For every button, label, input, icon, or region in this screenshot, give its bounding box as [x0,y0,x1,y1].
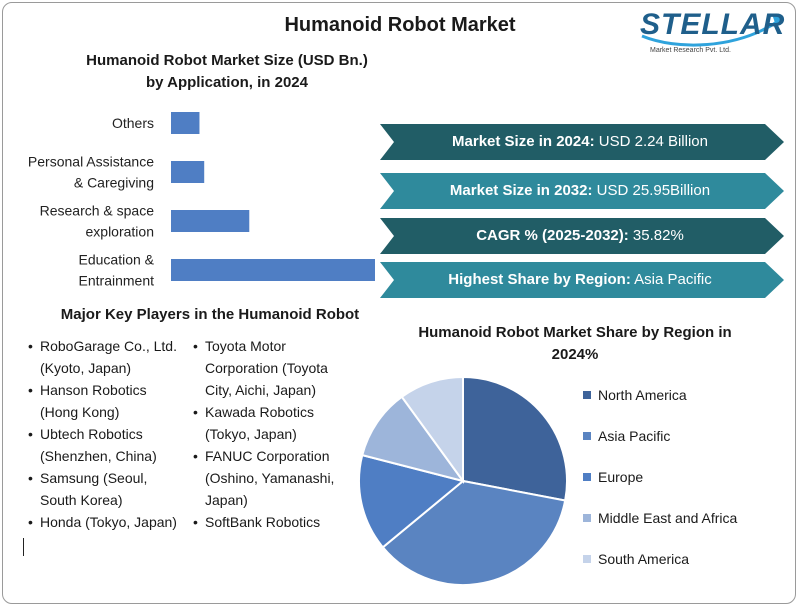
key-point-text: Market Size in 2024: USD 2.24 Billion [380,124,780,160]
pie-chart-title: Humanoid Robot Market Share by Region in… [395,322,755,366]
key-player-item: FANUC Corporation (Oshino, Yamanashi, Ja… [193,445,343,511]
pie-chart-title-line: Humanoid Robot Market Share by Region in [418,324,732,341]
legend-swatch [583,514,591,522]
key-point-value: USD 25.95Billion [592,182,711,199]
pie-slice-3 [361,395,466,483]
bar-category-label: Others [112,115,154,131]
key-point-banner: CAGR % (2025-2032): 35.82% [0,218,800,258]
key-point-banner: Market Size in 2024: USD 2.24 Billion [0,124,800,164]
pie-slice-2 [358,453,466,549]
key-point-banner: Highest Share by Region: Asia Pacific [0,262,800,302]
page-title: Humanoid Robot Market [284,14,516,36]
key-point-label: Highest Share by Region: [448,271,631,288]
arrow-banner-shape [380,124,784,160]
key-player-item: Samsung (Seoul, South Korea) [28,467,178,511]
legend-swatch [583,432,591,440]
bar-1 [171,161,205,183]
logo-wordmark: STELLAR [640,8,786,41]
legend-label: South America [598,551,690,567]
pie-chart-title-line: 2024% [551,346,599,363]
key-players-column-1: RoboGarage Co., Ltd. (Kyoto, Japan)Hanso… [28,335,178,533]
legend-item: Asia Pacific [583,426,737,467]
key-player-item: SoftBank Robotics [193,511,343,533]
legend-label: Europe [598,469,644,485]
key-player-item: Ubtech Robotics (Shenzhen, China) [28,423,178,467]
key-point-label: CAGR % (2025-2032): [476,227,629,244]
legend-swatch [583,555,591,563]
bar-2 [171,210,250,232]
key-player-item: Kawada Robotics (Tokyo, Japan) [193,401,343,445]
legend-item: South America [583,549,737,590]
legend-swatch [583,473,591,481]
legend-item: Middle East and Africa [583,508,737,549]
bar-chart-title-line: Humanoid Robot Market Size (USD Bn.) [86,52,368,69]
legend-label: Middle East and Africa [598,510,738,526]
key-point-label: Market Size in 2024: [452,133,595,150]
legend-swatch [583,391,591,399]
key-point-text: Highest Share by Region: Asia Pacific [380,262,780,298]
company-logo: STELLAR Market Research Pvt. Ltd. [636,6,786,62]
key-point-value: USD 2.24 Billion [594,133,708,150]
key-point-value: Asia Pacific [630,271,712,288]
pie-slice-1 [381,479,567,586]
bar-0 [171,112,200,134]
legend-label: North America [598,387,687,403]
bar-category-label: exploration [86,224,155,240]
bar-category-label: Entrainment [79,273,155,289]
legend-label: Asia Pacific [598,428,671,444]
arrow-banner-shape [380,262,784,298]
logo-swoosh-icon [641,14,784,47]
bar-category-label: Personal Assistance [28,154,154,170]
legend-item: North America [583,385,737,426]
bar-chart-title: Humanoid Robot Market Size (USD Bn.) by … [40,50,414,94]
key-players-column-2: Toyota Motor Corporation (Toyota City, A… [193,335,343,533]
key-player-item: Toyota Motor Corporation (Toyota City, A… [193,335,343,401]
pie-slice-0 [462,375,568,502]
key-point-value: 35.82% [628,227,684,244]
bar-category-label: Research & space [40,203,155,219]
key-player-item: RoboGarage Co., Ltd. (Kyoto, Japan) [28,335,178,379]
logo-tagline: Market Research Pvt. Ltd. [650,47,731,54]
region-pie-chart [358,375,568,586]
bar-3 [171,259,375,281]
pie-slice-4 [400,375,464,485]
key-point-label: Market Size in 2032: [449,182,593,199]
bar-chart-title-line: by Application, in 2024 [146,74,308,91]
pie-chart-legend: North America Asia Pacific Europe Middle Ea… [583,385,737,590]
text-cursor [23,538,24,556]
bar-category-label: & Caregiving [74,175,154,191]
key-point-text: Market Size in 2032: USD 25.95Billion [380,173,780,209]
arrow-banner-shape [380,218,784,254]
bar-category-label: Education & [79,252,155,268]
arrow-banner-shape [380,173,784,209]
key-player-item: Honda (Tokyo, Japan) [28,511,178,533]
legend-item: Europe [583,467,737,508]
key-player-item: Hanson Robotics (Hong Kong) [28,379,178,423]
key-point-text: CAGR % (2025-2032): 35.82% [380,218,780,254]
key-point-banner: Market Size in 2032: USD 25.95Billion [0,173,800,213]
key-players-title: Major Key Players in the Humanoid Robot [60,306,360,323]
application-bar-chart: Others Personal Assistance & Caregiving Res… [28,112,375,289]
